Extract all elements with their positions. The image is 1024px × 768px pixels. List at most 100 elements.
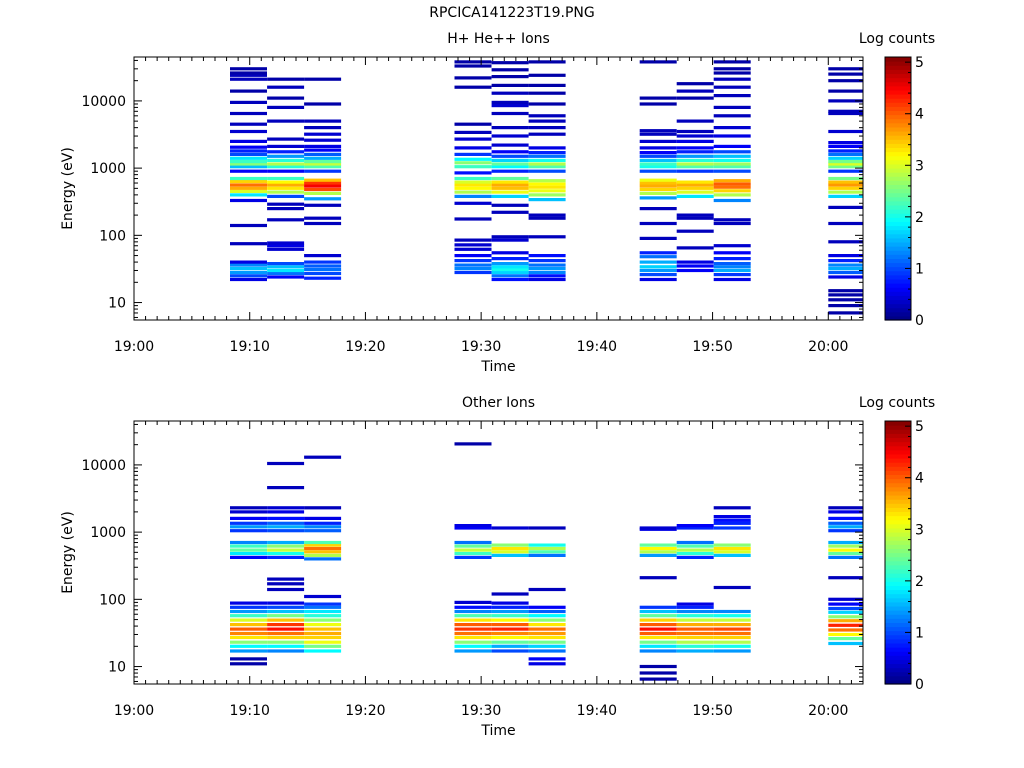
heatmap-cell xyxy=(639,181,677,185)
heatmap-cell xyxy=(454,649,492,653)
colorbar-swatch xyxy=(885,531,911,537)
heatmap-cell xyxy=(230,122,267,126)
heatmap-cell xyxy=(676,609,714,614)
heatmap-cell xyxy=(676,229,714,233)
heatmap-cell xyxy=(828,606,863,611)
heatmap-cell xyxy=(267,218,305,222)
heatmap-cell xyxy=(528,627,566,631)
heatmap-cell xyxy=(828,129,863,134)
colorbar-swatch xyxy=(885,589,911,595)
colorbar-swatch xyxy=(885,303,911,309)
heatmap-cell xyxy=(230,139,267,143)
heatmap-cell xyxy=(828,506,863,510)
heatmap-cell xyxy=(528,277,566,282)
colorbar-label: Log counts xyxy=(859,31,935,47)
heatmap-cell xyxy=(267,582,305,586)
heatmap-cell xyxy=(676,96,714,100)
heatmap-cell xyxy=(230,618,267,622)
colorbar-tick-label: 4 xyxy=(915,471,924,487)
heatmap-cell xyxy=(267,577,305,581)
colorbar-swatch xyxy=(885,638,911,644)
heatmap-cell xyxy=(676,605,714,609)
heatmap-cell xyxy=(528,662,566,666)
colorbar-swatch xyxy=(885,93,911,99)
heatmap-cell xyxy=(491,203,529,207)
heatmap-cell xyxy=(676,631,714,636)
heatmap-cell xyxy=(230,145,267,149)
heatmap-cell xyxy=(267,180,305,184)
heatmap-cell xyxy=(267,644,305,648)
x-tick-label: 19:40 xyxy=(577,339,617,355)
heatmap-cell xyxy=(267,158,305,162)
heatmap-cell xyxy=(528,165,566,169)
heatmap-cell xyxy=(491,104,529,108)
heatmap-cell xyxy=(639,605,677,609)
heatmap-cell xyxy=(230,162,267,166)
heatmap-cell xyxy=(828,149,863,153)
heatmap-cell xyxy=(828,165,863,169)
heatmap-cell xyxy=(230,529,267,533)
heatmap-cell xyxy=(304,557,342,561)
heatmap-cell xyxy=(528,614,566,618)
panel-other-ions: 19:00 19:10 19:20 19:30 19:40 19:50 20:0010100… xyxy=(60,395,935,739)
heatmap-cell xyxy=(828,576,863,580)
heatmap-cell xyxy=(491,169,529,173)
heatmap-cell xyxy=(304,635,342,640)
heatmap-cell xyxy=(267,605,305,609)
colorbar-swatch xyxy=(885,217,911,222)
heatmap-cell xyxy=(267,119,305,123)
heatmap-cell xyxy=(304,165,342,169)
heatmap-cell xyxy=(267,640,305,644)
heatmap-cell xyxy=(454,631,492,636)
heatmap-cell xyxy=(713,71,751,75)
heatmap-cell xyxy=(491,83,529,87)
heatmap-cell xyxy=(454,60,492,64)
heatmap-cell xyxy=(230,649,267,653)
heatmap-cell xyxy=(304,181,342,185)
heatmap-cell xyxy=(528,631,566,636)
heatmap-cell xyxy=(454,247,492,251)
colorbar-swatch xyxy=(885,556,911,562)
y-axis-label: Energy (eV) xyxy=(60,147,76,230)
colorbar-swatch xyxy=(885,204,911,210)
heatmap-cell xyxy=(639,129,677,133)
heatmap-cell xyxy=(230,89,267,93)
heatmap-cell xyxy=(639,677,677,681)
colorbar-swatch xyxy=(885,192,911,198)
heatmap-cell xyxy=(713,614,751,618)
heatmap-cell xyxy=(528,185,566,189)
heatmap-cell xyxy=(828,141,863,145)
heatmap-cell xyxy=(528,126,566,130)
colorbar-frame xyxy=(884,56,912,321)
colorbar-tick-label: 4 xyxy=(915,107,924,123)
colorbar-swatch xyxy=(885,597,911,603)
heatmap-cell xyxy=(676,524,714,528)
colorbar-swatch xyxy=(885,519,911,525)
heatmap-cell xyxy=(713,268,751,273)
colorbar-swatch xyxy=(885,499,911,504)
heatmap-cell xyxy=(713,257,751,261)
heatmap-cell xyxy=(639,631,677,636)
x-tick-label: 19:30 xyxy=(461,703,501,719)
heatmap-cell xyxy=(304,276,342,280)
heatmap-cell xyxy=(267,587,305,592)
heatmap-cell xyxy=(639,546,677,551)
colorbar-swatch xyxy=(885,494,911,500)
heatmap-cell xyxy=(267,150,305,154)
heatmap-cell xyxy=(828,160,863,164)
heatmap-cell xyxy=(304,543,342,547)
heatmap-cell xyxy=(828,637,863,641)
colorbar-swatch xyxy=(885,573,911,578)
heatmap-cell xyxy=(676,158,714,162)
colorbar-swatch xyxy=(885,618,911,623)
colorbar-swatch xyxy=(885,180,911,185)
heatmap-cell xyxy=(528,83,566,87)
colorbar: 0 1 2 3 4 5 Log counts xyxy=(859,395,935,693)
x-tick-label: 19:10 xyxy=(230,339,270,355)
x-axis-label: Time xyxy=(480,723,515,739)
colorbar-swatch xyxy=(885,241,911,247)
y-tick-label: 1000 xyxy=(90,525,126,541)
colorbar-swatch xyxy=(885,122,911,128)
heatmap-cell xyxy=(491,550,529,554)
